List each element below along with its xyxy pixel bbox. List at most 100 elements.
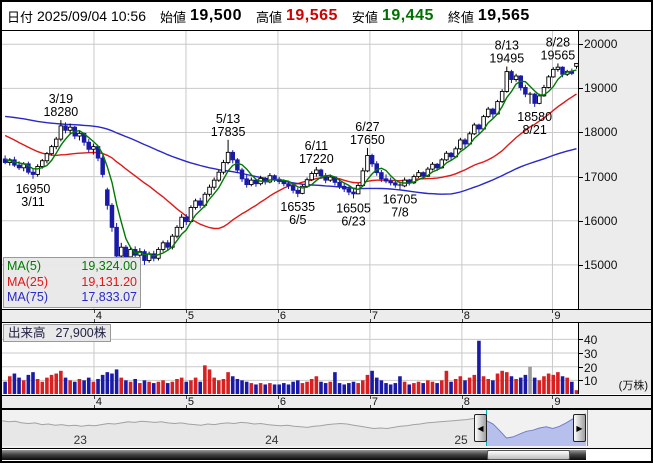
svg-text:6/23: 6/23 — [341, 214, 365, 228]
volume-tick — [579, 366, 583, 368]
close-label: 終値 — [447, 9, 474, 25]
svg-text:3/11: 3/11 — [21, 195, 44, 209]
y-tick-label: 19000 — [584, 81, 618, 96]
svg-text:17650: 17650 — [350, 133, 385, 147]
ma-legend: MA(5) 19,324.00 MA(25) 19,131.20 MA(75) … — [3, 257, 141, 308]
svg-text:7/8: 7/8 — [391, 206, 408, 220]
scrollbar — [2, 449, 651, 461]
ma75-row: MA(75) 17,833.07 — [7, 290, 137, 306]
y-tick-label: 16000 — [584, 213, 618, 228]
range-navigator[interactable]: 23 24 25 ◀ ▶ — [2, 409, 651, 449]
date-label: 日付 — [7, 9, 34, 25]
month-tick — [552, 396, 554, 399]
volume-label: 出来高 — [8, 326, 46, 340]
month-tick — [185, 310, 187, 313]
open-label: 始値 — [160, 9, 187, 25]
navigator-left-handle[interactable]: ◀ — [474, 414, 487, 442]
month-axis-top: 4 5 6 7 8 9 — [2, 309, 651, 323]
volume-tick — [579, 353, 583, 355]
volume-tick-label: 30 — [584, 347, 598, 362]
svg-text:8/21: 8/21 — [522, 123, 546, 137]
month-tick — [552, 310, 554, 313]
y-tick — [579, 44, 583, 46]
month-tick — [185, 319, 187, 322]
selection-right-marker — [587, 410, 588, 446]
volume-tick — [579, 380, 583, 382]
svg-text:17835: 17835 — [211, 125, 246, 139]
svg-text:19495: 19495 — [489, 52, 524, 66]
navigator-right-handle[interactable]: ▶ — [573, 414, 586, 442]
quote-header: 日付 2025/09/04 10:56 始値 19,500 高値 19,565 … — [2, 2, 651, 31]
y-tick — [579, 132, 583, 134]
month-tick — [461, 319, 463, 322]
svg-text:18280: 18280 — [43, 105, 78, 119]
y-tick — [579, 220, 583, 222]
ma75-label: MA(75) — [7, 290, 48, 304]
svg-text:6/11: 6/11 — [305, 139, 328, 153]
month-tick — [461, 310, 463, 313]
volume-tick-label: 20 — [584, 360, 598, 375]
y-tick-label: 15000 — [584, 257, 618, 272]
volume-y-axis: 40 30 20 10 (万株) — [578, 323, 651, 394]
volume-readout: 出来高 27,900株 — [3, 324, 112, 342]
svg-text:16950: 16950 — [16, 182, 51, 196]
month-tick — [93, 396, 95, 399]
svg-text:6/27: 6/27 — [355, 120, 379, 134]
right-arrow-icon: ▶ — [576, 423, 583, 433]
ma5-value: 19,324.00 — [81, 259, 137, 273]
close-value: 19,565 — [477, 7, 530, 24]
month-label: 7 — [371, 396, 378, 408]
month-tick — [185, 405, 187, 408]
svg-text:5/13: 5/13 — [216, 112, 240, 126]
svg-text:16705: 16705 — [383, 193, 418, 207]
scrollbar-thumb[interactable] — [487, 450, 570, 460]
year-label: 24 — [265, 433, 279, 446]
ma5-row: MA(5) 19,324.00 — [7, 259, 137, 275]
y-tick-label: 18000 — [584, 125, 618, 140]
low-value: 19,445 — [381, 7, 434, 24]
y-tick — [579, 176, 583, 178]
year-label: 25 — [454, 433, 468, 446]
price-pane: 3/19 18280 16950 3/11 5/13 17835 16535 6/5 6/11 1… — [2, 31, 651, 309]
date-value: 2025/09/04 10:56 — [37, 8, 147, 24]
month-tick — [277, 405, 279, 408]
y-tick — [579, 88, 583, 90]
price-chart[interactable]: 3/1918280169503/115/1317835165356/56/111… — [2, 31, 579, 309]
ma5-label: MA(5) — [7, 259, 42, 273]
month-label: 4 — [95, 310, 103, 322]
price-y-axis: 15000 16000 17000 18000 19000 20000 — [578, 31, 651, 309]
month-tick — [552, 405, 554, 408]
month-tick — [461, 405, 463, 408]
high-value: 19,565 — [285, 7, 338, 24]
month-tick — [369, 319, 371, 322]
month-tick — [277, 310, 279, 313]
ma25-row: MA(25) 19,131.20 — [7, 275, 137, 291]
month-label: 6 — [279, 396, 286, 408]
month-tick — [461, 396, 463, 399]
svg-text:16505: 16505 — [336, 201, 371, 215]
ma25-value: 19,131.20 — [81, 274, 137, 289]
month-tick — [93, 319, 95, 322]
y-tick — [579, 264, 583, 266]
navigator-minichart[interactable]: 23 24 25 — [2, 410, 651, 446]
svg-text:18580: 18580 — [517, 110, 552, 124]
month-tick — [369, 396, 371, 399]
svg-text:3/19: 3/19 — [49, 92, 73, 106]
volume-tick-label: 40 — [584, 333, 598, 348]
month-label: 5 — [187, 396, 194, 408]
month-axis-bottom: 4 5 6 7 8 9 — [2, 395, 651, 409]
month-label: 8 — [463, 310, 470, 322]
month-tick — [277, 396, 279, 399]
month-label: 4 — [95, 396, 103, 408]
month-tick — [369, 405, 371, 408]
svg-text:17220: 17220 — [299, 152, 334, 166]
month-label: 5 — [187, 310, 194, 322]
month-label: 7 — [371, 310, 378, 322]
month-tick — [185, 396, 187, 399]
volume-value: 27,900株 — [55, 326, 107, 340]
volume-chart[interactable] — [2, 323, 579, 394]
month-label: 9 — [554, 396, 561, 408]
volume-unit-label: (万株) — [618, 380, 648, 392]
scrollbar-track[interactable] — [2, 450, 586, 460]
volume-tick-label: 10 — [584, 374, 598, 389]
